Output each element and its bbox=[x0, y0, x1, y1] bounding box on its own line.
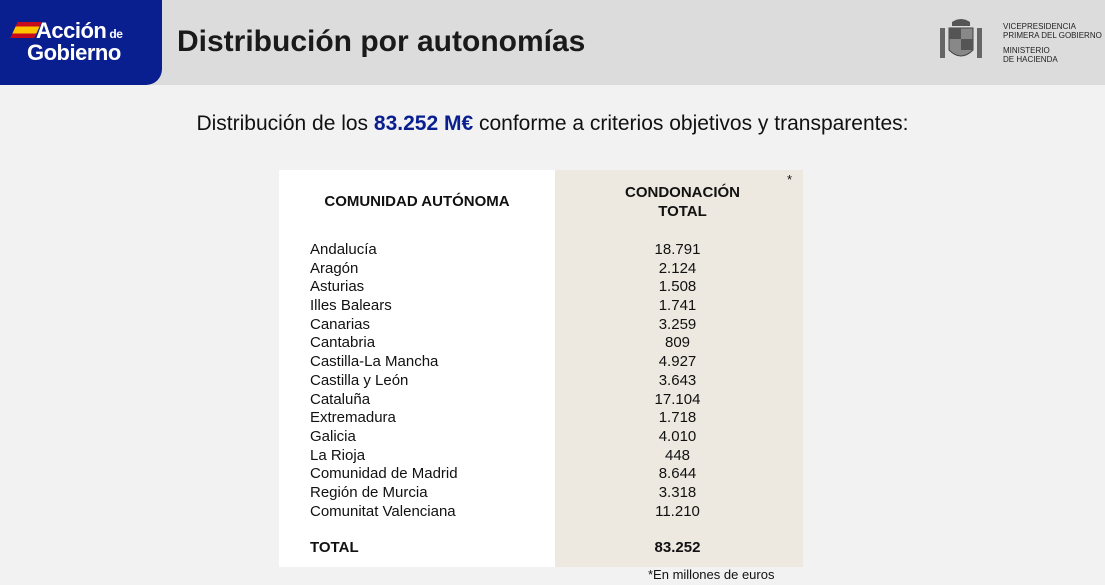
table-row: Illes Balears 1.741 bbox=[310, 297, 800, 316]
condonation-value: 1.508 bbox=[658, 278, 697, 296]
total-value: 83.252 bbox=[654, 539, 701, 556]
column-header-text: CONDONACIÓN TOTAL bbox=[625, 184, 740, 220]
condonation-value: 4.927 bbox=[658, 353, 697, 371]
table-row: Asturias 1.508 bbox=[310, 278, 800, 297]
total-label: TOTAL bbox=[310, 539, 359, 556]
table-row: Castilla y León 3.643 bbox=[310, 372, 800, 391]
condonation-value: 1.741 bbox=[658, 297, 697, 315]
table-row: Canarias 3.259 bbox=[310, 316, 800, 335]
community-name: Cataluña bbox=[310, 390, 371, 408]
accion-de-gobierno-logo: Acción de Gobierno bbox=[0, 0, 162, 85]
subtitle: Distribución de los 83.252 M€ conforme a… bbox=[0, 112, 1105, 136]
column-header-condonation: CONDONACIÓN TOTAL bbox=[555, 183, 810, 221]
community-name: Castilla y León bbox=[310, 371, 409, 389]
table-row: La Rioja 448 bbox=[310, 447, 800, 466]
table-row: Castilla-La Mancha 4.927 bbox=[310, 353, 800, 372]
condonation-value: 3.643 bbox=[658, 371, 697, 389]
community-name: Extremadura bbox=[310, 409, 396, 427]
coat-of-arms-icon bbox=[940, 19, 982, 58]
condonation-value: 1.718 bbox=[658, 409, 697, 427]
community-name: Andalucía bbox=[310, 241, 377, 258]
community-name: Región de Murcia bbox=[310, 483, 428, 501]
ministry-line: PRIMERA DEL GOBIERNO bbox=[1003, 31, 1102, 40]
ministry-line: MINISTERIO bbox=[1003, 46, 1050, 55]
table-row: Cataluña 17.104 bbox=[310, 391, 800, 410]
condonation-value: 2.124 bbox=[658, 259, 697, 277]
subtitle-text: Distribución de los bbox=[196, 112, 374, 135]
header-bar bbox=[0, 0, 1105, 85]
ministry-line: VICEPRESIDENCIA bbox=[1003, 22, 1076, 31]
table-value-column bbox=[555, 170, 803, 567]
condonation-value: 3.318 bbox=[658, 483, 697, 501]
condonation-value: 18.791 bbox=[654, 241, 701, 258]
community-name: Aragón bbox=[310, 259, 359, 277]
table-body: Andalucía 18.791 Aragón 2.124 Asturias 1.508 I… bbox=[310, 241, 800, 521]
condonation-value: 448 bbox=[664, 446, 691, 464]
logo-line2: Gobierno bbox=[27, 40, 121, 65]
community-name: Cantabria bbox=[310, 334, 376, 352]
condonation-value: 8.644 bbox=[658, 465, 697, 483]
table-row: Extremadura 1.718 bbox=[310, 409, 800, 428]
condonation-value: 3.259 bbox=[658, 315, 697, 333]
ministry-label: VICEPRESIDENCIA PRIMERA DEL GOBIERNO MIN… bbox=[1003, 22, 1102, 64]
logo-line1: Acción bbox=[36, 18, 107, 43]
table-row: Andalucía 18.791 bbox=[310, 241, 800, 260]
table-row: Cantabria 809 bbox=[310, 334, 800, 353]
footnote: *En millones de euros bbox=[648, 567, 775, 582]
ministry-line: DE HACIENDA bbox=[1003, 55, 1058, 64]
community-name: Galicia bbox=[310, 427, 356, 445]
community-name: Comunitat Valenciana bbox=[310, 502, 456, 520]
table-row: Región de Murcia 3.318 bbox=[310, 484, 800, 503]
community-name: Castilla-La Mancha bbox=[310, 353, 439, 371]
community-name: Comunidad de Madrid bbox=[310, 465, 458, 483]
community-name: Illes Balears bbox=[310, 297, 392, 315]
community-name: La Rioja bbox=[310, 446, 366, 464]
community-name: Asturias bbox=[310, 278, 365, 296]
table-row: Comunidad de Madrid 8.644 bbox=[310, 465, 800, 484]
total-row: TOTAL 83.252 bbox=[310, 539, 800, 556]
condonation-value: 17.104 bbox=[654, 390, 701, 408]
table-row: Comunitat Valenciana 11.210 bbox=[310, 503, 800, 522]
table-row: Aragón 2.124 bbox=[310, 260, 800, 279]
table-name-column bbox=[279, 170, 555, 567]
community-name: Canarias bbox=[310, 315, 371, 333]
page-title: Distribución por autonomías bbox=[177, 25, 586, 58]
logo-de: de bbox=[109, 27, 123, 41]
condonation-value: 4.010 bbox=[658, 427, 697, 445]
table-row: Galicia 4.010 bbox=[310, 428, 800, 447]
condonation-value: 11.210 bbox=[655, 502, 700, 520]
total-highlight: 83.252 M€ bbox=[373, 112, 474, 135]
column-header-community: COMUNIDAD AUTÓNOMA bbox=[324, 193, 510, 210]
asterisk: * bbox=[787, 172, 793, 187]
condonation-value: 809 bbox=[664, 334, 691, 352]
subtitle-text: conforme a criterios objetivos y transpa… bbox=[473, 112, 909, 135]
